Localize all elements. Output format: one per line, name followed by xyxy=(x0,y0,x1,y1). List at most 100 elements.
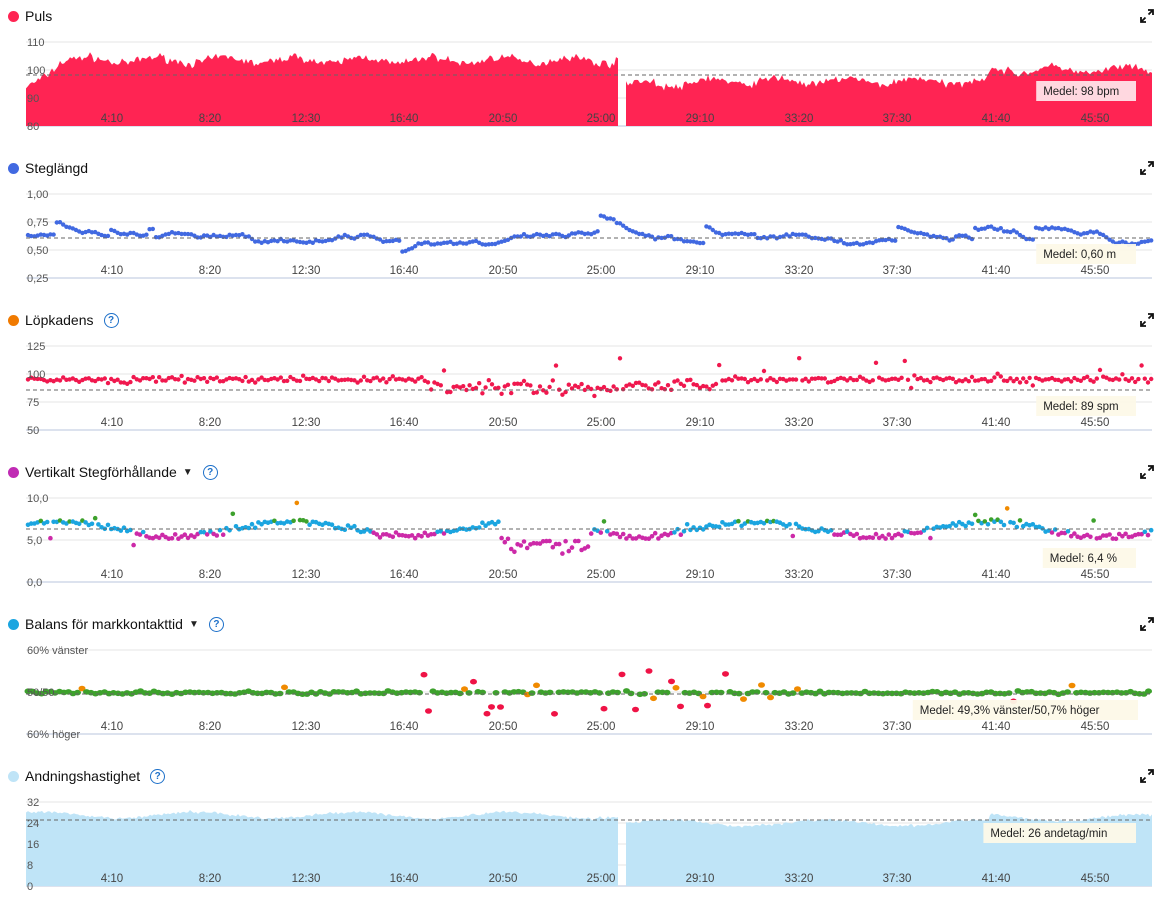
data-point xyxy=(777,376,783,381)
data-point xyxy=(873,360,879,365)
data-point xyxy=(899,375,904,380)
legend-dot xyxy=(8,618,19,630)
x-tick-label: 45:50 xyxy=(1081,417,1110,429)
data-point xyxy=(1008,376,1013,381)
data-point xyxy=(1001,229,1007,234)
expand-icon[interactable] xyxy=(1140,769,1154,783)
x-tick-label: 29:10 xyxy=(686,265,715,277)
expand-icon[interactable] xyxy=(1140,161,1154,175)
data-point xyxy=(220,532,226,537)
data-point xyxy=(544,390,549,395)
data-point xyxy=(397,238,402,243)
data-point xyxy=(637,380,642,385)
help-icon[interactable]: ? xyxy=(103,312,119,328)
data-point xyxy=(566,548,572,554)
panel-steglangd: Steglängd 1,00 0,75 0,50 0,25 4:10 8:20 12:30 16… xyxy=(0,158,1166,310)
data-point xyxy=(621,387,626,392)
data-point xyxy=(553,363,559,368)
help-icon[interactable]: ? xyxy=(208,616,224,632)
data-point xyxy=(1053,226,1058,231)
data-point xyxy=(489,382,495,387)
data-point xyxy=(963,233,968,238)
data-point xyxy=(912,373,917,378)
data-point xyxy=(285,378,290,383)
panel-title-row: Andningshastighet? xyxy=(8,766,166,786)
x-tick-label: 45:50 xyxy=(1081,569,1110,581)
data-point xyxy=(595,229,600,234)
data-point xyxy=(390,534,396,540)
data-point xyxy=(851,377,856,383)
panel-title-row[interactable]: Vertikalt Stegförhållande ▼? xyxy=(8,462,218,482)
data-point xyxy=(358,232,363,238)
data-point xyxy=(928,379,933,385)
expand-icon[interactable] xyxy=(1140,313,1154,327)
data-point xyxy=(1011,379,1016,384)
x-tick-label: 45:50 xyxy=(1081,265,1110,277)
y-tick-label: 50/50 xyxy=(27,687,55,699)
dropdown-caret-icon[interactable]: ▼ xyxy=(182,466,193,478)
data-point xyxy=(489,241,495,247)
data-point xyxy=(915,231,920,236)
data-point xyxy=(787,377,792,382)
help-icon[interactable]: ? xyxy=(202,464,218,480)
panel-title: Löpkadens xyxy=(25,312,94,328)
data-point xyxy=(1011,228,1016,233)
x-tick-label: 25:00 xyxy=(587,873,616,885)
data-point xyxy=(854,377,859,383)
data-point xyxy=(317,378,322,384)
data-point xyxy=(560,551,565,556)
data-point xyxy=(505,382,511,387)
data-point xyxy=(1005,378,1010,384)
data-point xyxy=(816,528,821,534)
dropdown-caret-icon[interactable]: ▼ xyxy=(188,618,199,630)
data-point xyxy=(649,534,655,539)
data-point xyxy=(600,705,608,712)
data-point xyxy=(176,377,181,382)
data-point xyxy=(345,523,351,528)
data-point xyxy=(918,375,923,381)
data-point xyxy=(556,541,562,547)
data-point xyxy=(86,376,92,381)
data-point xyxy=(156,535,162,541)
data-point xyxy=(720,378,725,383)
help-icon[interactable]: ? xyxy=(150,768,166,784)
data-point xyxy=(736,376,741,381)
data-point xyxy=(208,529,213,534)
y-tick-label: 75 xyxy=(27,397,39,409)
data-point xyxy=(566,233,571,238)
data-point xyxy=(972,512,978,518)
legend-dot xyxy=(8,10,19,22)
data-point xyxy=(909,385,914,391)
data-point xyxy=(342,377,347,382)
data-point xyxy=(150,375,155,380)
data-point xyxy=(451,241,456,247)
data-point xyxy=(492,690,500,696)
data-point xyxy=(1097,367,1103,373)
data-point xyxy=(563,389,568,395)
panel-title: Balans för markkontakttid xyxy=(25,616,183,632)
chart-vertikalt: 10,0 5,0 0,0 4:10 8:20 12:30 16:40 20:50 25:00 29… xyxy=(25,493,1154,589)
expand-icon[interactable] xyxy=(1140,465,1154,479)
data-point xyxy=(275,239,280,244)
data-point xyxy=(880,533,885,539)
data-point xyxy=(333,376,338,381)
data-point xyxy=(198,235,203,240)
data-point xyxy=(601,519,607,524)
expand-icon[interactable] xyxy=(1140,9,1154,23)
puls-area-segment-1 xyxy=(26,52,618,126)
data-point xyxy=(700,527,706,532)
data-point xyxy=(1091,518,1096,523)
panel-title-row[interactable]: Balans för markkontakttid ▼? xyxy=(8,614,224,634)
y-tick-label: 16 xyxy=(27,839,39,851)
data-point xyxy=(38,232,43,237)
data-point xyxy=(761,521,767,526)
data-point xyxy=(377,378,383,383)
average-label: Medel: 26 andetag/min xyxy=(990,828,1107,840)
data-point xyxy=(1142,529,1148,535)
y-tick-label: 0,0 xyxy=(27,577,42,589)
data-point xyxy=(627,533,632,539)
data-point xyxy=(51,232,56,237)
expand-icon[interactable] xyxy=(1140,617,1154,631)
x-tick-label: 16:40 xyxy=(390,569,419,581)
data-point xyxy=(925,232,930,237)
